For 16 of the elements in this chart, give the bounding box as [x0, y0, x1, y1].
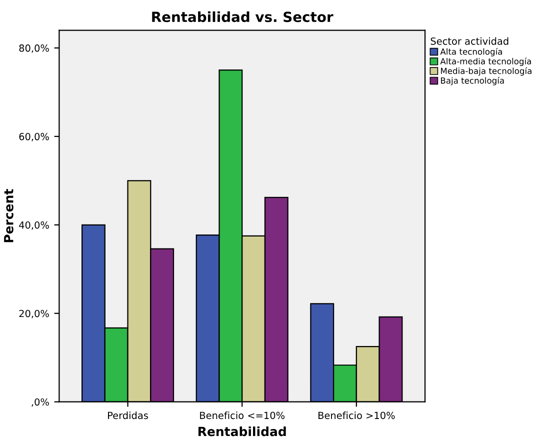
legend-label: Media-baja tecnología [441, 67, 532, 76]
y-tick-label: 20,0% [19, 310, 49, 318]
y-axis-title: Percent [4, 189, 14, 242]
y-tick-label: 60,0% [19, 132, 49, 142]
x-axis-title: Rentabilidad [198, 426, 286, 436]
x-tick-label: Perdidas [108, 412, 148, 420]
legend-label: Alta tecnología [440, 48, 502, 56]
x-tick-label: Beneficio <=10% [200, 412, 285, 420]
y-tick-label: 80,0% [19, 44, 49, 53]
x-tick-label: Beneficio >10% [318, 412, 395, 420]
legend-label: Baja tecnología [441, 76, 504, 86]
y-tick-label: ,0% [32, 398, 49, 407]
chart-title: Rentabilidad vs. Sector [152, 11, 334, 22]
y-tick-label: 40,0% [19, 221, 49, 230]
legend-label: Alta-media tecnología [440, 58, 531, 66]
legend-title: Sector actividad [430, 37, 508, 45]
